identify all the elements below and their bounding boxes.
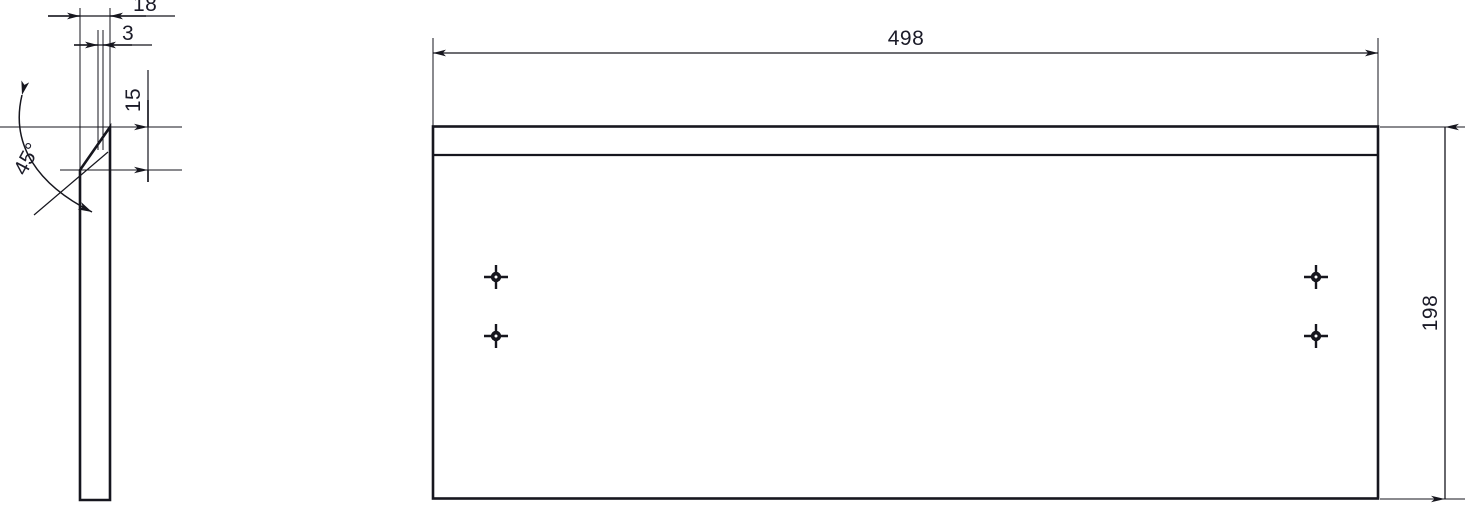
dimension-18: 18 bbox=[48, 0, 175, 20]
dimension-15: 15 bbox=[122, 70, 149, 182]
dimension-45-degrees: 45° bbox=[9, 80, 109, 216]
dimension-3: 3 bbox=[74, 22, 152, 49]
dimension-498-label: 498 bbox=[888, 27, 925, 50]
front-elevation-view: 498 198 bbox=[431, 27, 1465, 503]
mounting-holes bbox=[484, 265, 1328, 348]
panel-outline bbox=[431, 125, 1380, 500]
front-view-extension-lines bbox=[432, 38, 1465, 500]
hole-bottom-right bbox=[1304, 324, 1328, 348]
dimension-498: 498 bbox=[433, 27, 1378, 57]
hole-top-right bbox=[1304, 265, 1328, 289]
dimension-15-label: 15 bbox=[122, 88, 145, 112]
dimension-198: 198 bbox=[1419, 123, 1459, 503]
side-profile-view: 18 3 15 45° bbox=[0, 0, 182, 502]
dimension-18-label: 18 bbox=[133, 0, 157, 16]
panel-body-rect bbox=[431, 125, 1380, 500]
profile-body-path bbox=[78, 122, 112, 502]
hole-bottom-left bbox=[484, 324, 508, 348]
dimension-198-label: 198 bbox=[1419, 295, 1442, 332]
side-profile-outline bbox=[78, 122, 112, 502]
dimension-3-label: 3 bbox=[122, 22, 134, 45]
dimension-45-leader bbox=[33, 151, 109, 216]
hole-top-left bbox=[484, 265, 508, 289]
dimension-45-arc bbox=[18, 80, 93, 213]
